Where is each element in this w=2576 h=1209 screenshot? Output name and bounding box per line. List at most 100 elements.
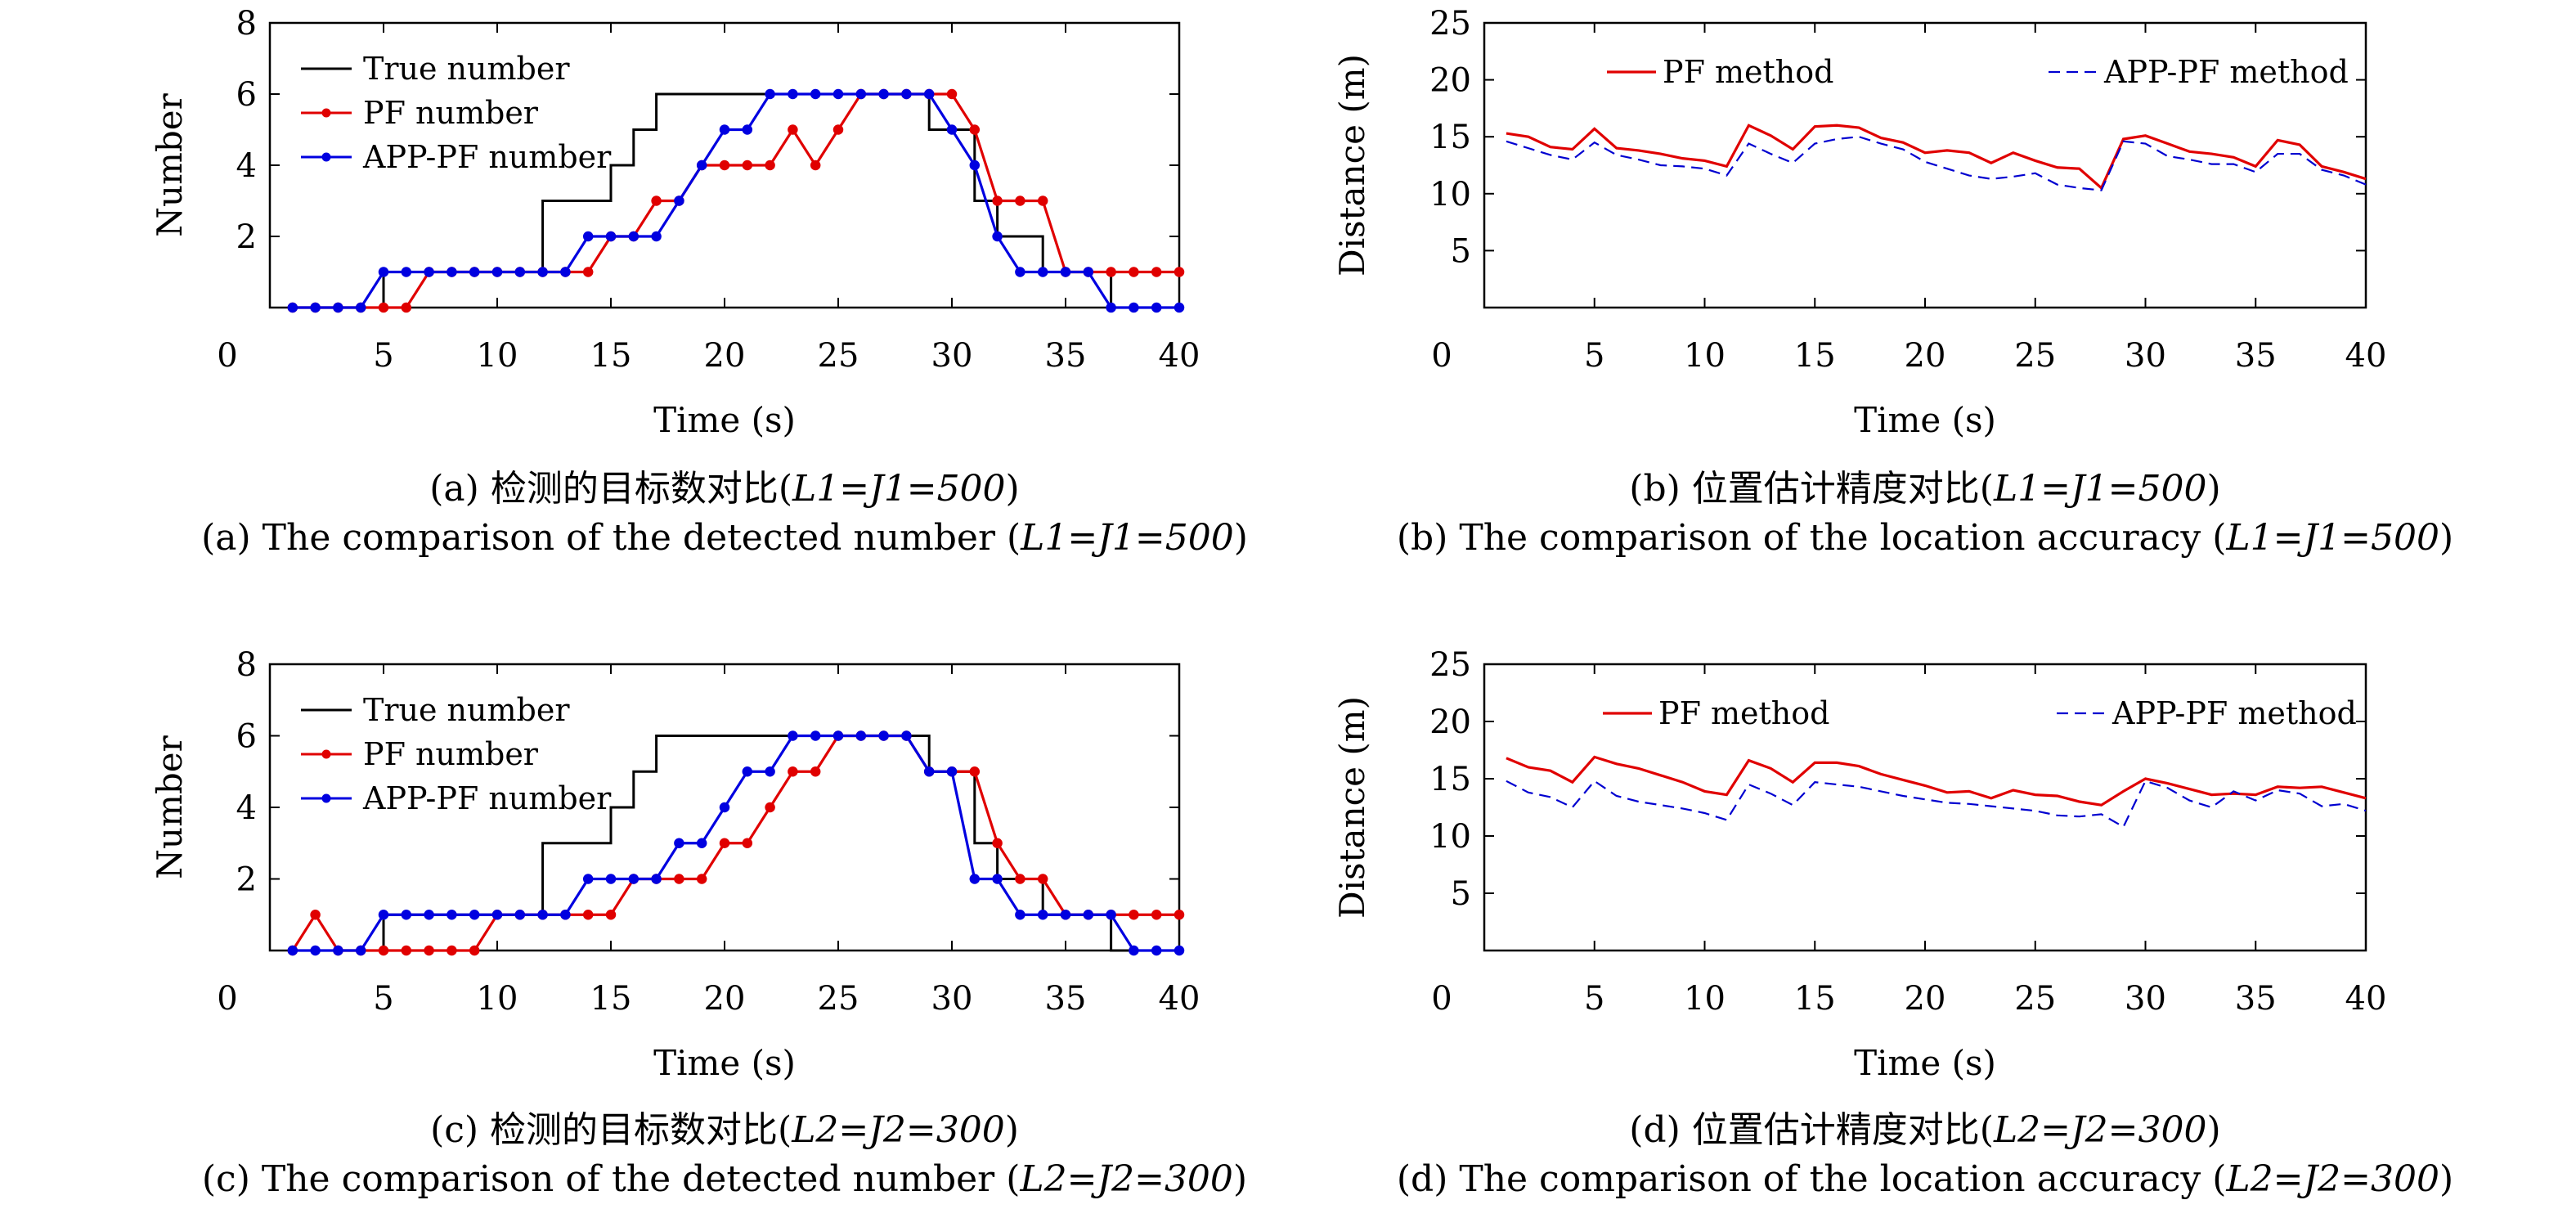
x-tick-label: 5	[1584, 980, 1604, 1018]
y-tick-label: 20	[1429, 62, 1471, 100]
x-tick-label: 35	[2235, 337, 2277, 375]
data-point	[719, 838, 730, 848]
data-point	[742, 160, 753, 171]
data-point	[514, 910, 526, 920]
data-point	[742, 838, 753, 848]
y-tick-label: 25	[1429, 5, 1471, 43]
data-point	[878, 730, 889, 741]
x-tick-label: 25	[818, 980, 859, 1018]
data-point	[355, 302, 366, 313]
data-point	[1129, 910, 1139, 920]
caption-suffix: )	[2207, 1109, 2221, 1151]
data-point	[719, 802, 730, 813]
data-point	[878, 88, 889, 100]
series-line-pf-method	[1506, 124, 2367, 191]
legend-marker	[321, 793, 331, 803]
data-point	[765, 802, 775, 813]
series-line-pf-number	[291, 734, 1179, 952]
caption-prefix: (c) 检测的目标数对比(	[430, 1109, 792, 1151]
data-point	[491, 910, 503, 920]
data-point	[855, 730, 867, 741]
caption-chinese: (b) 位置估计精度对比(L1=J1=500)	[1629, 468, 2220, 510]
y-axis-label: Distance (m)	[1332, 54, 1372, 276]
data-point	[424, 267, 434, 277]
x-tick-label: 10	[477, 337, 518, 375]
y-tick-label: 20	[1429, 703, 1471, 741]
caption-prefix: (a) 检测的目标数对比(	[429, 468, 792, 510]
x-tick-label: 5	[373, 980, 393, 1018]
data-point	[1174, 302, 1185, 313]
x-tick-label: 30	[2125, 980, 2166, 1018]
data-point	[582, 267, 594, 277]
data-point	[696, 838, 707, 848]
data-point	[969, 160, 981, 171]
x-tick-label: 25	[2014, 337, 2056, 375]
data-point	[674, 196, 684, 206]
data-point	[788, 730, 798, 741]
x-tick-label: 15	[590, 337, 632, 375]
caption-suffix: )	[1005, 1109, 1019, 1151]
data-point	[832, 730, 844, 741]
x-tick-label: 20	[1905, 337, 1946, 375]
data-point	[1037, 196, 1048, 206]
x-tick-label: 20	[704, 980, 746, 1018]
data-point	[855, 88, 867, 100]
x-axis-label: Time (s)	[653, 1043, 796, 1083]
data-point	[537, 267, 548, 277]
data-point	[469, 910, 480, 920]
caption-prefix: (b) 位置估计精度对比(	[1629, 468, 1994, 510]
caption-english: (b) The comparison of the location accur…	[1397, 517, 2453, 559]
x-tick-label: 35	[2235, 980, 2277, 1018]
data-point	[1015, 196, 1025, 206]
data-point	[401, 302, 412, 313]
y-tick-label: 2	[236, 861, 257, 899]
x-tick-label: 10	[477, 980, 518, 1018]
data-point	[1106, 910, 1116, 920]
data-point	[287, 302, 298, 313]
data-point	[1106, 267, 1116, 277]
y-tick-label: 25	[1429, 646, 1471, 684]
data-point	[832, 88, 844, 100]
x-tick-label: 10	[1684, 337, 1726, 375]
y-axis-label: Distance (m)	[1332, 696, 1372, 919]
y-tick-label: 10	[1429, 818, 1471, 856]
caption-suffix: )	[1234, 517, 1248, 559]
caption-english: (c) The comparison of the detected numbe…	[202, 1158, 1247, 1200]
caption-param: L1=J1=500	[1993, 468, 2207, 510]
caption-prefix: (d) The comparison of the location accur…	[1397, 1158, 2227, 1200]
data-point	[1037, 267, 1048, 277]
caption-english: (d) The comparison of the location accur…	[1397, 1158, 2453, 1200]
caption-suffix: )	[2439, 517, 2453, 559]
data-point	[923, 766, 935, 777]
data-point	[969, 874, 981, 884]
x-tick-label: 15	[1794, 980, 1836, 1018]
y-tick-label: 8	[236, 5, 257, 43]
data-point	[582, 231, 594, 242]
caption-chinese: (a) 检测的目标数对比(L1=J1=500)	[429, 468, 1019, 510]
data-point	[651, 196, 662, 206]
data-point	[447, 945, 457, 956]
data-point	[1106, 302, 1116, 313]
data-point	[742, 766, 753, 777]
data-point	[378, 302, 389, 313]
data-point	[514, 267, 526, 277]
data-point	[287, 945, 298, 956]
data-point	[378, 910, 389, 920]
chart-c: 0 5 10 15 20 25 30 35 40 2 4 6 8 Time (s) Number True n…	[150, 646, 1247, 1200]
legend-label: True number	[363, 692, 570, 728]
data-point	[788, 766, 798, 777]
data-point	[1015, 910, 1025, 920]
data-point	[378, 945, 389, 956]
data-point	[582, 874, 594, 884]
data-point	[810, 88, 821, 100]
legend-marker	[321, 108, 331, 118]
x-tick-label: 0	[217, 980, 237, 1018]
data-point	[788, 88, 798, 100]
caption-param: L1=J1=500	[792, 468, 1006, 510]
data-point	[810, 160, 821, 171]
data-point	[810, 766, 821, 777]
x-tick-label: 30	[931, 980, 973, 1018]
data-point	[992, 231, 1003, 242]
data-point	[560, 910, 571, 920]
